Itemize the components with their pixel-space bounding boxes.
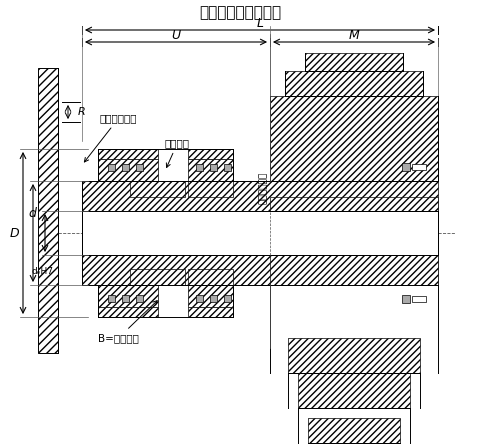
Bar [307,418,399,443]
Bar [188,285,232,307]
Bar [136,295,143,302]
Bar [224,164,230,171]
Bar [411,296,425,302]
Bar [82,211,437,255]
Bar [188,159,232,181]
Bar [210,164,216,171]
Text: M: M [348,29,359,42]
Text: L: L [256,17,263,30]
Bar [411,164,425,170]
Bar [195,295,203,302]
Bar [98,149,157,159]
Bar [269,197,437,285]
Bar [188,269,232,285]
Text: B=张力螺钉: B=张力螺钉 [98,301,157,343]
Text: 减速器中心线: 减速器中心线 [258,172,267,204]
Bar [130,181,185,197]
Bar [82,255,437,285]
Text: 胀盘联接: 胀盘联接 [165,138,190,168]
Text: 扭力扳手空间: 扭力扳手空间 [84,113,137,162]
Bar [269,211,437,255]
Bar [288,338,419,373]
Bar [401,295,409,303]
Bar [401,163,409,171]
Text: R: R [78,107,85,117]
Bar [304,53,402,71]
Bar [38,68,58,353]
Bar [224,295,230,302]
Bar [98,159,157,181]
Bar [210,295,216,302]
Bar [188,181,232,197]
Bar [108,295,115,302]
Bar [269,96,437,181]
Bar [122,295,129,302]
Bar [195,164,203,171]
Bar [108,164,115,171]
Bar [98,285,157,307]
Bar [188,149,232,159]
Text: dₑH7: dₑH7 [32,267,54,276]
Bar [122,164,129,171]
Text: D: D [9,227,19,240]
Text: 空心轴套及胀盘尺寸: 空心轴套及胀盘尺寸 [199,5,280,21]
Bar [130,269,185,285]
Text: U: U [171,29,180,42]
Bar [285,71,422,96]
Bar [98,307,157,317]
Bar [82,181,437,211]
Bar [188,307,232,317]
Text: d: d [28,207,36,220]
Bar [136,164,143,171]
Bar [298,373,409,408]
